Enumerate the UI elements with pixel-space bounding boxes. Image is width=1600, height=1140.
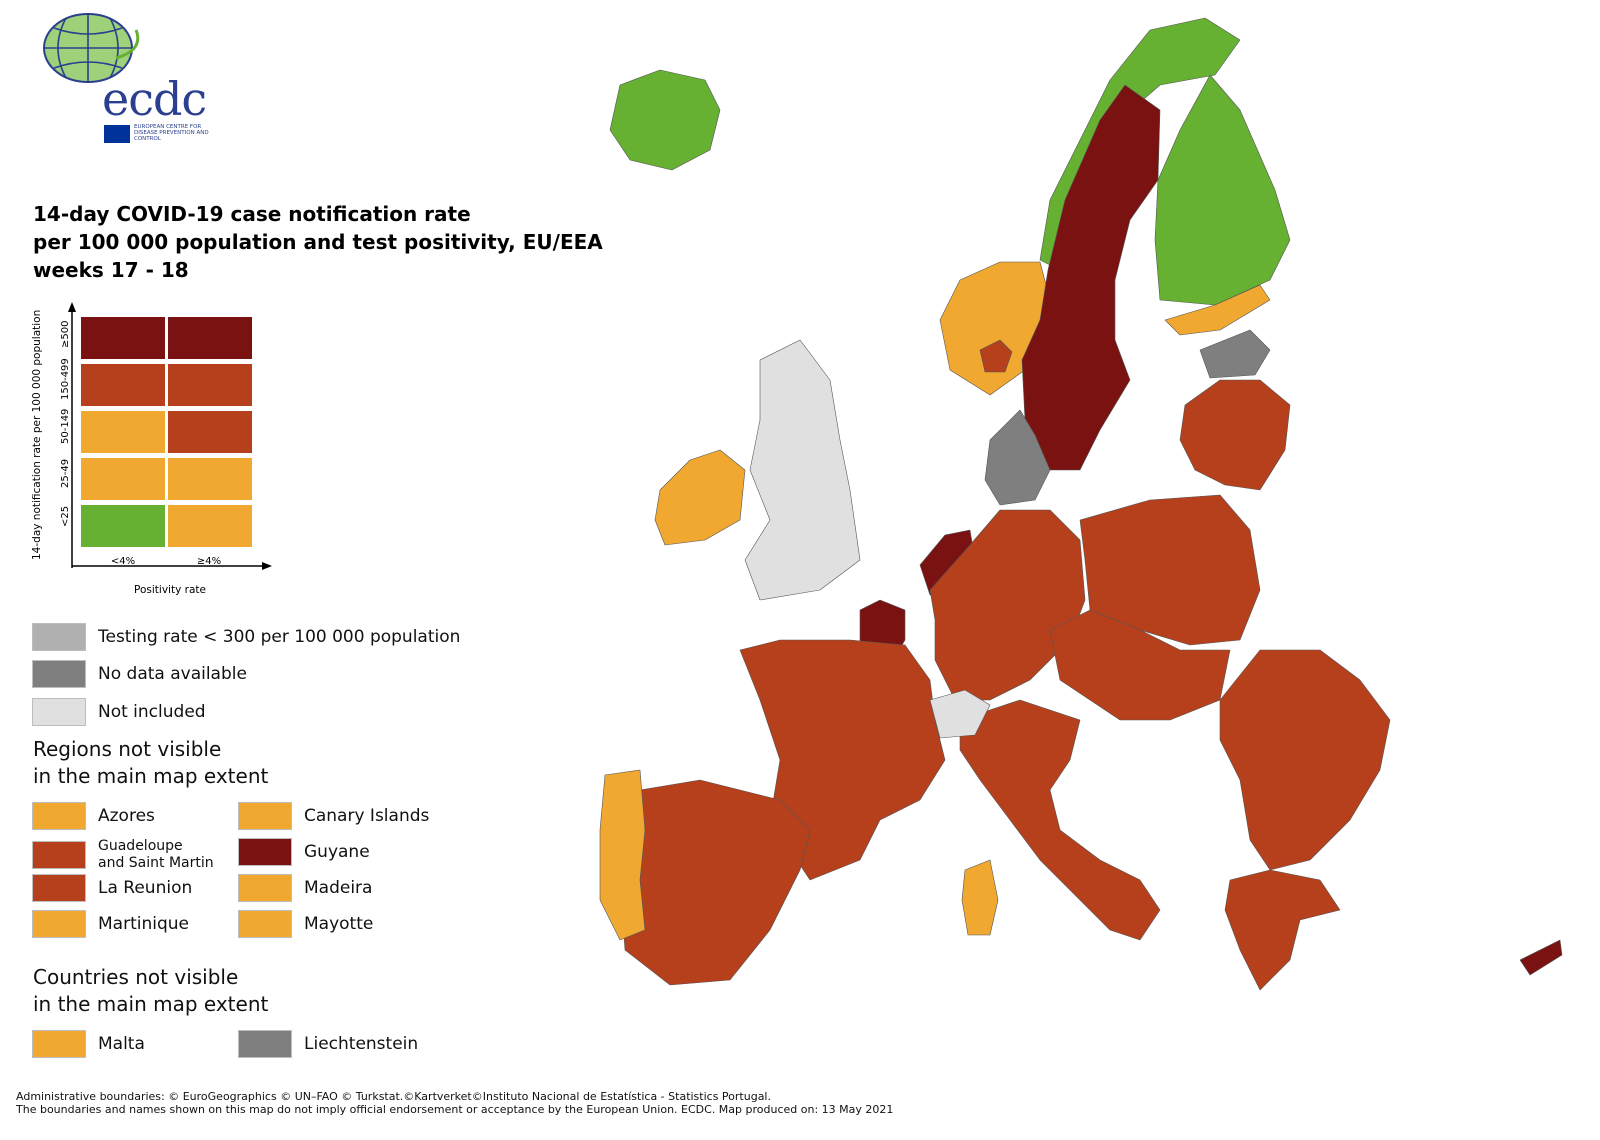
globe-icon bbox=[43, 13, 140, 83]
matrix-cell bbox=[167, 316, 253, 360]
matrix-cell bbox=[167, 504, 253, 548]
legend-label: Azores bbox=[98, 806, 155, 826]
legend-swatch bbox=[238, 910, 292, 938]
legend-item-guyane: Guyane bbox=[238, 838, 370, 866]
matrix-axes bbox=[68, 302, 272, 570]
legend-swatch bbox=[32, 698, 86, 726]
legend-item-la-reunion: La Reunion bbox=[32, 874, 192, 902]
legend-swatch bbox=[238, 874, 292, 902]
x-tick: ≥4% bbox=[196, 556, 222, 567]
legend-swatch bbox=[32, 802, 86, 830]
y-tick: <25 bbox=[60, 505, 71, 527]
x-arrow-icon bbox=[262, 562, 272, 570]
eu-flag-icon bbox=[104, 125, 130, 143]
map-region-poland bbox=[1079, 494, 1261, 646]
matrix-cell bbox=[167, 457, 253, 501]
legend-item-mayotte: Mayotte bbox=[238, 910, 373, 938]
legend-label: Mayotte bbox=[304, 914, 374, 934]
logo-text: ecdc bbox=[102, 72, 207, 126]
map-region-denmark bbox=[984, 409, 1051, 506]
legend-item-malta: Malta bbox=[32, 1030, 145, 1058]
legend-item-liechtenstein: Liechtenstein bbox=[238, 1030, 418, 1058]
y-tick: 50-149 bbox=[60, 408, 71, 444]
matrix-cell bbox=[80, 316, 166, 360]
map-region-portugal bbox=[599, 769, 646, 941]
legend-label: Madeira bbox=[304, 878, 373, 898]
legend-swatch bbox=[238, 1030, 292, 1058]
legend-label: Malta bbox=[98, 1034, 145, 1054]
logo-subtitle: EUROPEAN CENTRE FOR DISEASE PREVENTION A… bbox=[134, 124, 209, 142]
legend-label: Guadeloupe and Saint Martin bbox=[98, 838, 214, 871]
map-region-oslo bbox=[979, 339, 1013, 373]
map-region-greece bbox=[1224, 869, 1341, 991]
map-region-switzerland bbox=[929, 689, 991, 739]
legend-item-guadeloupe: Guadeloupe and Saint Martin bbox=[32, 838, 214, 872]
legend-label: La Reunion bbox=[98, 878, 193, 898]
y-tick: 25-49 bbox=[60, 458, 71, 488]
legend-label: Martinique bbox=[98, 914, 189, 934]
footer: Administrative boundaries: © EuroGeograp… bbox=[16, 1090, 893, 1116]
matrix-cell bbox=[80, 363, 166, 407]
map-region-latvia-lithuania bbox=[1179, 379, 1291, 491]
matrix-y-axis-label: 14-day notification rate per 100 000 pop… bbox=[31, 309, 43, 560]
legend-swatch bbox=[32, 910, 86, 938]
map-region-romania-bulgaria bbox=[1219, 649, 1391, 871]
matrix-cell bbox=[80, 410, 166, 454]
legend-label: No data available bbox=[98, 664, 247, 684]
matrix-cell bbox=[167, 363, 253, 407]
legend-label: Liechtenstein bbox=[304, 1034, 419, 1054]
legend-swatch bbox=[32, 623, 86, 651]
map-region-finland-south bbox=[1164, 284, 1271, 336]
map-region-estonia bbox=[1199, 329, 1271, 379]
legend-swatch bbox=[32, 660, 86, 688]
legend-swatch bbox=[238, 802, 292, 830]
footer-line-2: The boundaries and names shown on this m… bbox=[16, 1103, 894, 1116]
y-tick: ≥500 bbox=[60, 320, 71, 348]
map-region-italy bbox=[959, 699, 1161, 941]
y-arrow-icon bbox=[68, 302, 76, 312]
risk-matrix bbox=[80, 316, 260, 551]
legend-item-azores: Azores bbox=[32, 802, 155, 830]
footer-line-1: Administrative boundaries: © EuroGeograp… bbox=[16, 1090, 771, 1103]
legend-item-madeira: Madeira bbox=[238, 874, 372, 902]
map-title: 14-day COVID-19 case notification rate p… bbox=[33, 202, 603, 282]
map-region-spain bbox=[619, 779, 811, 986]
legend-testing: Testing rate < 300 per 100 000 populatio… bbox=[32, 623, 460, 651]
countries-heading: Countries not visible in the main map ex… bbox=[33, 965, 269, 1016]
x-tick: <4% bbox=[110, 556, 136, 567]
map-region-ireland bbox=[654, 449, 746, 546]
legend-nodata: No data available bbox=[32, 660, 247, 688]
map-region-cyprus bbox=[1519, 939, 1563, 976]
matrix-x-axis-label: Positivity rate bbox=[134, 584, 206, 596]
map-region-sardinia bbox=[961, 859, 999, 936]
legend-label: Not included bbox=[98, 702, 206, 722]
y-tick: 150-499 bbox=[60, 358, 71, 400]
legend-label: Canary Islands bbox=[304, 806, 430, 826]
legend-item-martinique: Martinique bbox=[32, 910, 189, 938]
legend-swatch bbox=[32, 874, 86, 902]
legend-label: Testing rate < 300 per 100 000 populatio… bbox=[98, 627, 461, 647]
map-region-iceland bbox=[609, 69, 721, 171]
legend-swatch bbox=[238, 838, 292, 866]
matrix-cell bbox=[80, 457, 166, 501]
map-region-united-kingdom bbox=[744, 339, 861, 601]
matrix-cell bbox=[167, 410, 253, 454]
map-region-sweden bbox=[1021, 84, 1161, 471]
legend-not-included: Not included bbox=[32, 698, 206, 726]
matrix-cell bbox=[80, 504, 166, 548]
legend-swatch bbox=[32, 841, 86, 869]
ecdc-logo: ecdc EUROPEAN CENTRE FOR DISEASE PREVENT… bbox=[36, 10, 209, 143]
map-region-finland bbox=[1154, 74, 1291, 306]
legend-swatch bbox=[32, 1030, 86, 1058]
legend-label: Guyane bbox=[304, 842, 370, 862]
legend-item-canary-islands: Canary Islands bbox=[238, 802, 429, 830]
regions-heading: Regions not visible in the main map exte… bbox=[33, 737, 269, 788]
